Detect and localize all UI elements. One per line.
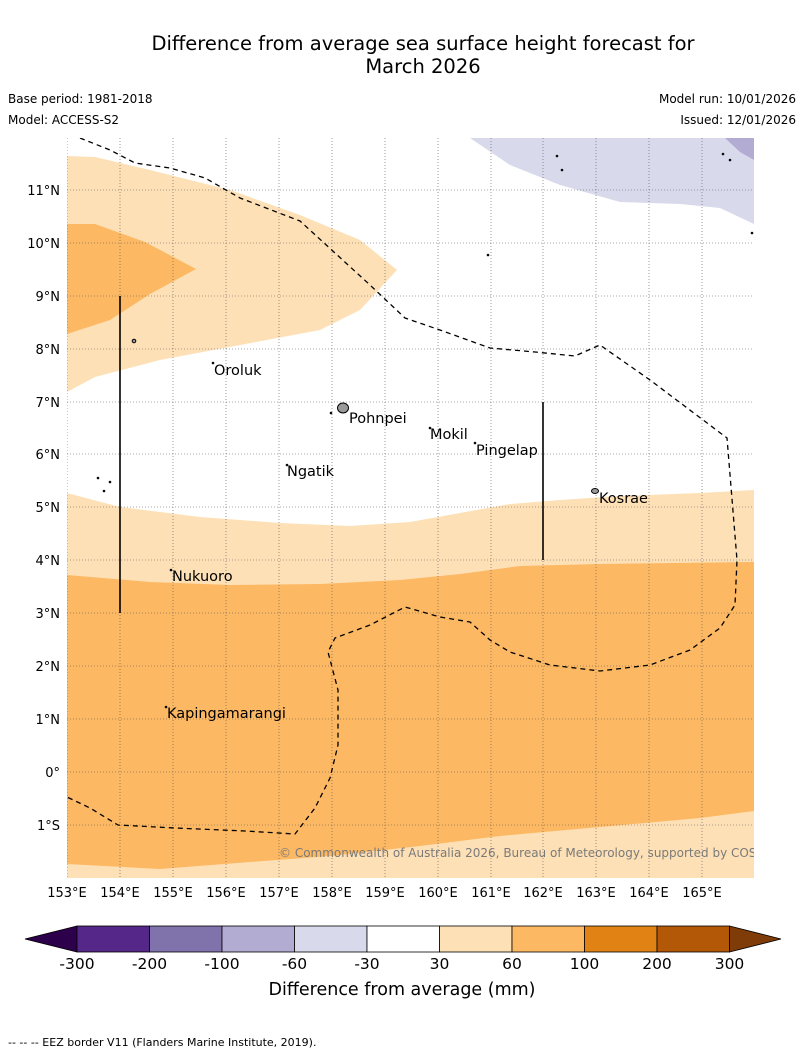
colorbar-bin bbox=[294, 925, 368, 953]
colorbar-bin bbox=[584, 925, 658, 953]
colorbar-bin bbox=[511, 925, 585, 953]
lon-label: 158°E bbox=[312, 886, 352, 901]
colorbar-ticks: -300 -200 -100 -60 -30 30 60 100 200 300 bbox=[59, 955, 744, 973]
lat-label: 8°N bbox=[36, 343, 61, 358]
lon-label: 155°E bbox=[153, 886, 193, 901]
lon-label: 156°E bbox=[206, 886, 246, 901]
colorbar-bin bbox=[221, 925, 295, 953]
title-line-2: March 2026 bbox=[365, 55, 481, 78]
model-run: Model run: 10/01/2026 bbox=[658, 92, 796, 106]
colorbar-tick: -300 bbox=[59, 955, 94, 973]
colorbar-tick: -200 bbox=[132, 955, 167, 973]
lon-label: 157°E bbox=[259, 886, 299, 901]
lat-label: 9°N bbox=[36, 290, 61, 305]
colorbar-tick: -60 bbox=[282, 955, 307, 973]
place-mokil: Mokil bbox=[430, 427, 468, 443]
kosrae-island bbox=[591, 488, 599, 494]
lat-label: 11°N bbox=[27, 184, 60, 199]
lat-label: 7°N bbox=[36, 396, 61, 411]
pohnpei-island bbox=[337, 402, 349, 414]
lat-label: 1°S bbox=[37, 819, 60, 834]
colorbar-tick: 100 bbox=[570, 955, 600, 973]
longitude-labels: 153°E 154°E 155°E 156°E 157°E 158°E 159°… bbox=[47, 886, 722, 901]
lon-label: 164°E bbox=[629, 886, 669, 901]
region-neg100-60-ne bbox=[725, 138, 754, 160]
boundary-lines bbox=[119, 296, 544, 613]
place-oroluk: Oroluk bbox=[214, 363, 262, 379]
colorbar-tick: 200 bbox=[642, 955, 672, 973]
region-neg60-30-ne bbox=[470, 138, 754, 224]
lon-label: 162°E bbox=[523, 886, 563, 901]
lat-label: 5°N bbox=[36, 501, 61, 516]
colorbar bbox=[24, 925, 782, 953]
lon-label: 165°E bbox=[682, 886, 722, 901]
lat-label: 10°N bbox=[27, 237, 60, 252]
region-30-60-north bbox=[67, 156, 397, 392]
eez-footnote: -- -- -- EEZ border V11 (Flanders Marine… bbox=[8, 1036, 317, 1049]
lat-label: 6°N bbox=[36, 448, 61, 463]
graticule bbox=[67, 138, 754, 878]
base-period: Base period: 1981-2018 bbox=[8, 92, 153, 106]
lon-label: 163°E bbox=[576, 886, 616, 901]
region-60-100-north bbox=[67, 224, 196, 334]
model-name: Model: ACCESS-S2 bbox=[8, 113, 120, 127]
region-60-100-south bbox=[67, 562, 754, 869]
colorbar-tick: 60 bbox=[502, 955, 522, 973]
place-pingelap: Pingelap bbox=[476, 443, 538, 459]
lon-label: 153°E bbox=[47, 886, 87, 901]
lon-label: 160°E bbox=[418, 886, 458, 901]
colorbar-extend-low bbox=[24, 925, 78, 953]
colorbar-bin bbox=[366, 925, 440, 953]
place-kapingamarangi: Kapingamarangi bbox=[167, 706, 286, 722]
map-title: Difference from average sea surface heig… bbox=[0, 32, 804, 78]
lat-label: 0° bbox=[45, 766, 60, 781]
lat-label: 2°N bbox=[36, 660, 61, 675]
colorbar-bin bbox=[439, 925, 513, 953]
colorbar-bin bbox=[76, 925, 150, 953]
eez-borders bbox=[67, 138, 738, 835]
lat-label: 3°N bbox=[36, 607, 61, 622]
colorbar-tick: 30 bbox=[430, 955, 450, 973]
colorbar-tick: 300 bbox=[715, 955, 745, 973]
colorbar-bin bbox=[656, 925, 730, 953]
latitude-labels: 11°N 10°N 9°N 8°N 7°N 6°N 5°N 4°N 3°N 2°… bbox=[27, 184, 60, 834]
lat-label: 4°N bbox=[36, 554, 61, 569]
map-plot-area: Oroluk Pohnpei Mokil Pingelap Ngatik Kos… bbox=[67, 138, 784, 878]
colorbar-label: Difference from average (mm) bbox=[268, 980, 535, 1000]
place-labels: Oroluk Pohnpei Mokil Pingelap Ngatik Kos… bbox=[167, 363, 648, 722]
lon-label: 159°E bbox=[365, 886, 405, 901]
place-nukuoro: Nukuoro bbox=[172, 569, 233, 585]
place-kosrae: Kosrae bbox=[599, 491, 648, 507]
colorbar-tick: -30 bbox=[354, 955, 379, 973]
lon-label: 154°E bbox=[100, 886, 140, 901]
sea-level-map: Oroluk Pohnpei Mokil Pingelap Ngatik Kos… bbox=[24, 138, 784, 1000]
copyright-notice: © Commonwealth of Australia 2026, Bureau… bbox=[279, 846, 784, 860]
issued-date: Issued: 12/01/2026 bbox=[680, 113, 796, 127]
colorbar-tick: -100 bbox=[204, 955, 239, 973]
lon-label: 161°E bbox=[471, 886, 511, 901]
place-pohnpei: Pohnpei bbox=[349, 411, 407, 427]
islands bbox=[96, 152, 754, 709]
place-ngatik: Ngatik bbox=[287, 464, 335, 480]
colorbar-extend-high bbox=[729, 925, 782, 953]
title-line-1: Difference from average sea surface heig… bbox=[151, 32, 695, 55]
lat-label: 1°N bbox=[36, 713, 61, 728]
colorbar-bin bbox=[149, 925, 223, 953]
